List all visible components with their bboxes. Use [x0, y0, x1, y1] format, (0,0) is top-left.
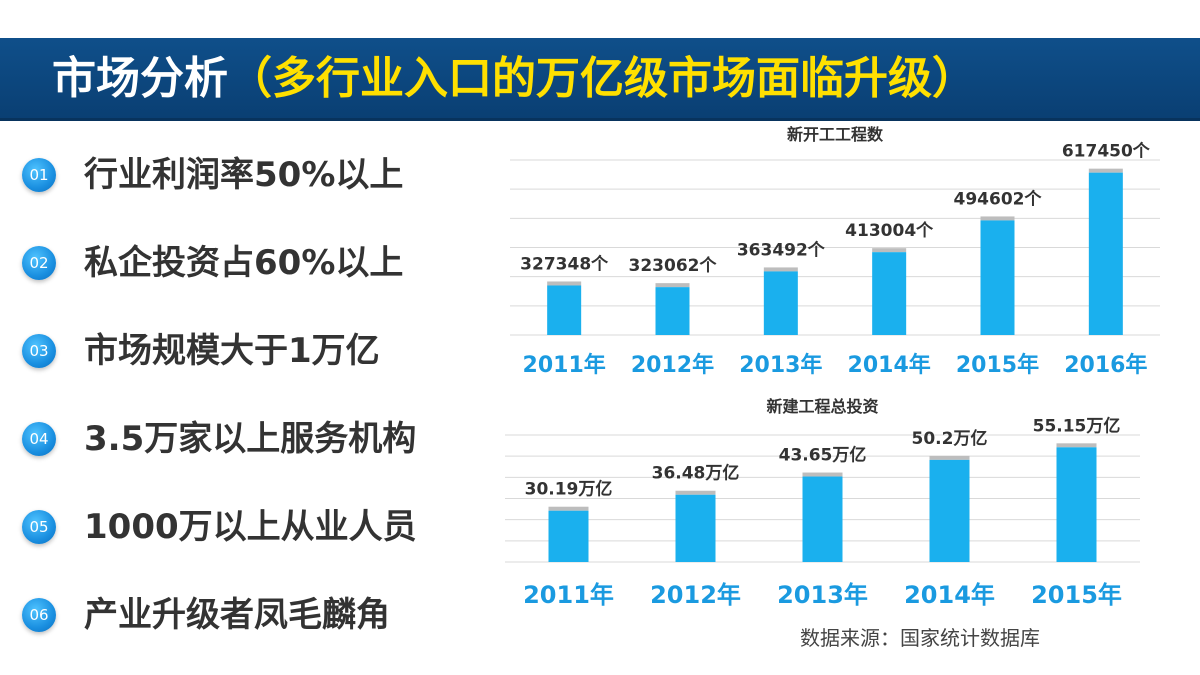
list-item-label: 产业升级者凤毛麟角 — [84, 595, 390, 635]
bar — [980, 220, 1015, 335]
data-label: 617450个 — [1062, 141, 1151, 162]
category-label: 2011年 — [523, 581, 614, 609]
data-label: 494602个 — [954, 188, 1043, 209]
bar-cap — [655, 283, 690, 288]
data-label: 50.2万亿 — [912, 428, 988, 449]
data-label: 413004个 — [845, 220, 934, 241]
bar — [548, 510, 589, 562]
list-item-label: 私企投资占60%以上 — [84, 243, 404, 283]
number-badge: 05 — [22, 510, 56, 544]
data-label: 36.48万亿 — [652, 463, 740, 484]
bar — [802, 476, 843, 562]
data-source-note: 数据来源：国家统计数据库 — [800, 626, 1040, 650]
bar — [655, 287, 690, 335]
category-label: 2014年 — [904, 581, 995, 609]
chart-title: 新开工工程数 — [787, 125, 884, 144]
bar-cap — [929, 455, 970, 460]
bar — [675, 494, 716, 562]
number-badge: 04 — [22, 422, 56, 456]
bar — [929, 459, 970, 562]
list-item-label: 1000万以上从业人员 — [84, 507, 417, 547]
category-label: 2012年 — [631, 352, 714, 378]
list-item-label: 3.5万家以上服务机构 — [84, 419, 417, 459]
data-label: 323062个 — [629, 255, 718, 276]
page-title: 市场分析（多行业入口的万亿级市场面临升级） — [52, 44, 976, 114]
number-badge: 03 — [22, 334, 56, 368]
data-label: 55.15万亿 — [1033, 415, 1121, 436]
number-badge: 01 — [22, 158, 56, 192]
bar-cap — [547, 281, 582, 286]
bar — [1088, 172, 1123, 335]
bar-cap — [1088, 168, 1123, 173]
chart-title: 新建工程总投资 — [766, 397, 878, 416]
category-label: 2015年 — [1031, 581, 1122, 609]
data-label: 327348个 — [520, 253, 609, 274]
bar — [1056, 447, 1097, 562]
category-label: 2014年 — [848, 352, 931, 378]
list-item-label: 市场规模大于1万亿 — [84, 331, 380, 371]
category-label: 2013年 — [777, 581, 868, 609]
bar — [763, 271, 798, 335]
title-banner — [0, 38, 1200, 121]
bar-cap — [980, 216, 1015, 221]
title-main: 市场分析 — [52, 53, 228, 104]
bar — [872, 252, 907, 335]
data-label: 43.65万亿 — [779, 445, 867, 466]
category-label: 2011年 — [523, 352, 606, 378]
bar — [547, 285, 582, 335]
list-item-label: 行业利润率50%以上 — [84, 155, 404, 195]
category-label: 2016年 — [1064, 352, 1147, 378]
bar-cap — [548, 506, 589, 511]
category-label: 2012年 — [650, 581, 741, 609]
category-label: 2013年 — [739, 352, 822, 378]
number-badge: 06 — [22, 598, 56, 632]
data-label: 363492个 — [737, 239, 826, 260]
bar-cap — [1056, 443, 1097, 448]
bar-cap — [872, 248, 907, 253]
title-subtitle: （多行业入口的万亿级市场面临升级） — [228, 53, 976, 104]
category-label: 2015年 — [956, 352, 1039, 378]
data-label: 30.19万亿 — [525, 479, 613, 500]
bar-cap — [802, 472, 843, 477]
bar-cap — [675, 490, 716, 495]
number-badge: 02 — [22, 246, 56, 280]
bar-cap — [763, 267, 798, 272]
